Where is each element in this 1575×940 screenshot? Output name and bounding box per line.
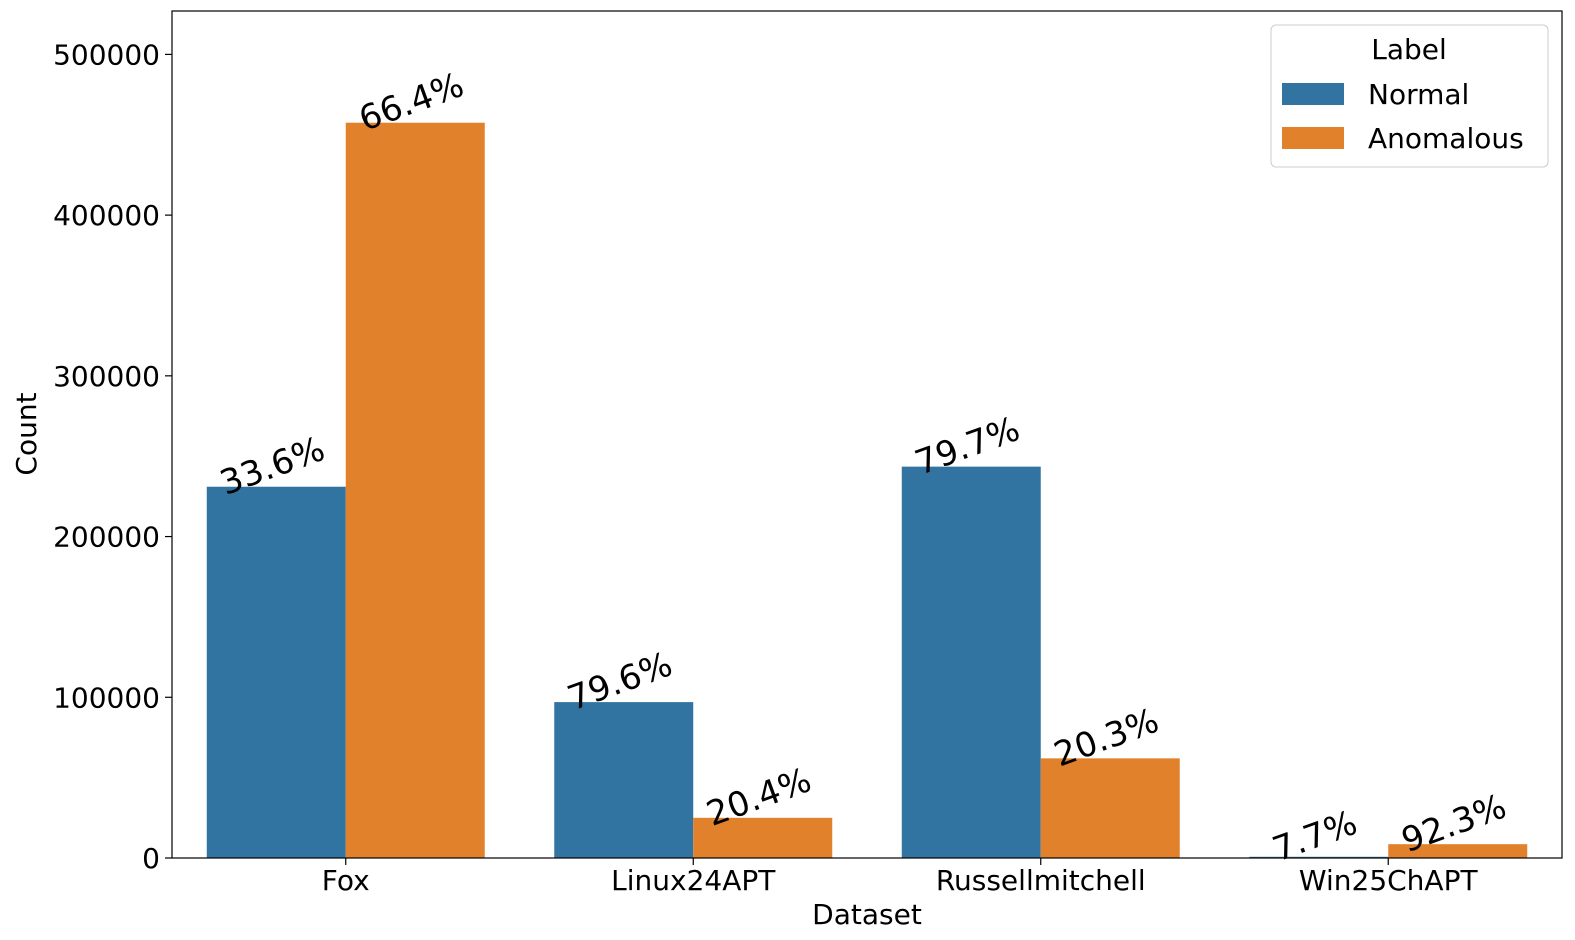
bar-normal-fox xyxy=(206,486,346,858)
bar-normal-linux24apt xyxy=(554,702,694,858)
legend: Label Normal Anomalous xyxy=(1270,24,1549,168)
bar-anomalous-fox xyxy=(345,122,485,858)
x-axis: Fox Linux24APT Russellmitchell Win25ChAPT xyxy=(322,858,1479,897)
bar-anomalous-russellmitchell xyxy=(1040,758,1180,858)
x-axis-title: Dataset xyxy=(812,898,922,931)
legend-swatch-anomalous xyxy=(1282,127,1344,149)
x-tick-label-russellmitchell: Russellmitchell xyxy=(936,864,1146,897)
x-tick-label-win25chapt: Win25ChAPT xyxy=(1299,864,1479,897)
plot-frame xyxy=(171,10,1563,859)
y-tick-label: 0 xyxy=(142,842,160,875)
x-tick-label-fox: Fox xyxy=(322,864,370,897)
y-tick-label: 400000 xyxy=(53,199,160,232)
bar-anomalous-linux24apt xyxy=(693,817,833,858)
bar-normal-russellmitchell xyxy=(901,466,1041,858)
y-tick-label: 100000 xyxy=(53,681,160,714)
legend-swatch-normal xyxy=(1282,83,1344,105)
legend-label-normal: Normal xyxy=(1368,78,1469,111)
legend-label-anomalous: Anomalous xyxy=(1368,122,1524,155)
percent-label-normal-win25chapt: 7.7% xyxy=(1268,803,1363,870)
bar-anomalous-win25chapt xyxy=(1388,844,1528,858)
bars-layer xyxy=(206,122,1528,858)
legend-title: Label xyxy=(1371,33,1447,66)
y-axis-title: Count xyxy=(10,392,43,475)
x-tick-label-linux24apt: Linux24APT xyxy=(611,864,776,897)
y-tick-label: 300000 xyxy=(53,360,160,393)
y-tick-label: 500000 xyxy=(53,38,160,71)
y-axis: 0 100000 200000 300000 400000 500000 xyxy=(53,38,172,875)
y-tick-label: 200000 xyxy=(53,521,160,554)
